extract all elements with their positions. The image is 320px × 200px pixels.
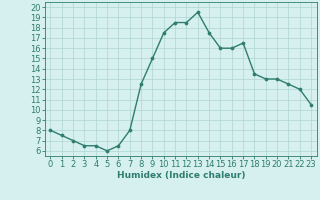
X-axis label: Humidex (Indice chaleur): Humidex (Indice chaleur) (116, 171, 245, 180)
